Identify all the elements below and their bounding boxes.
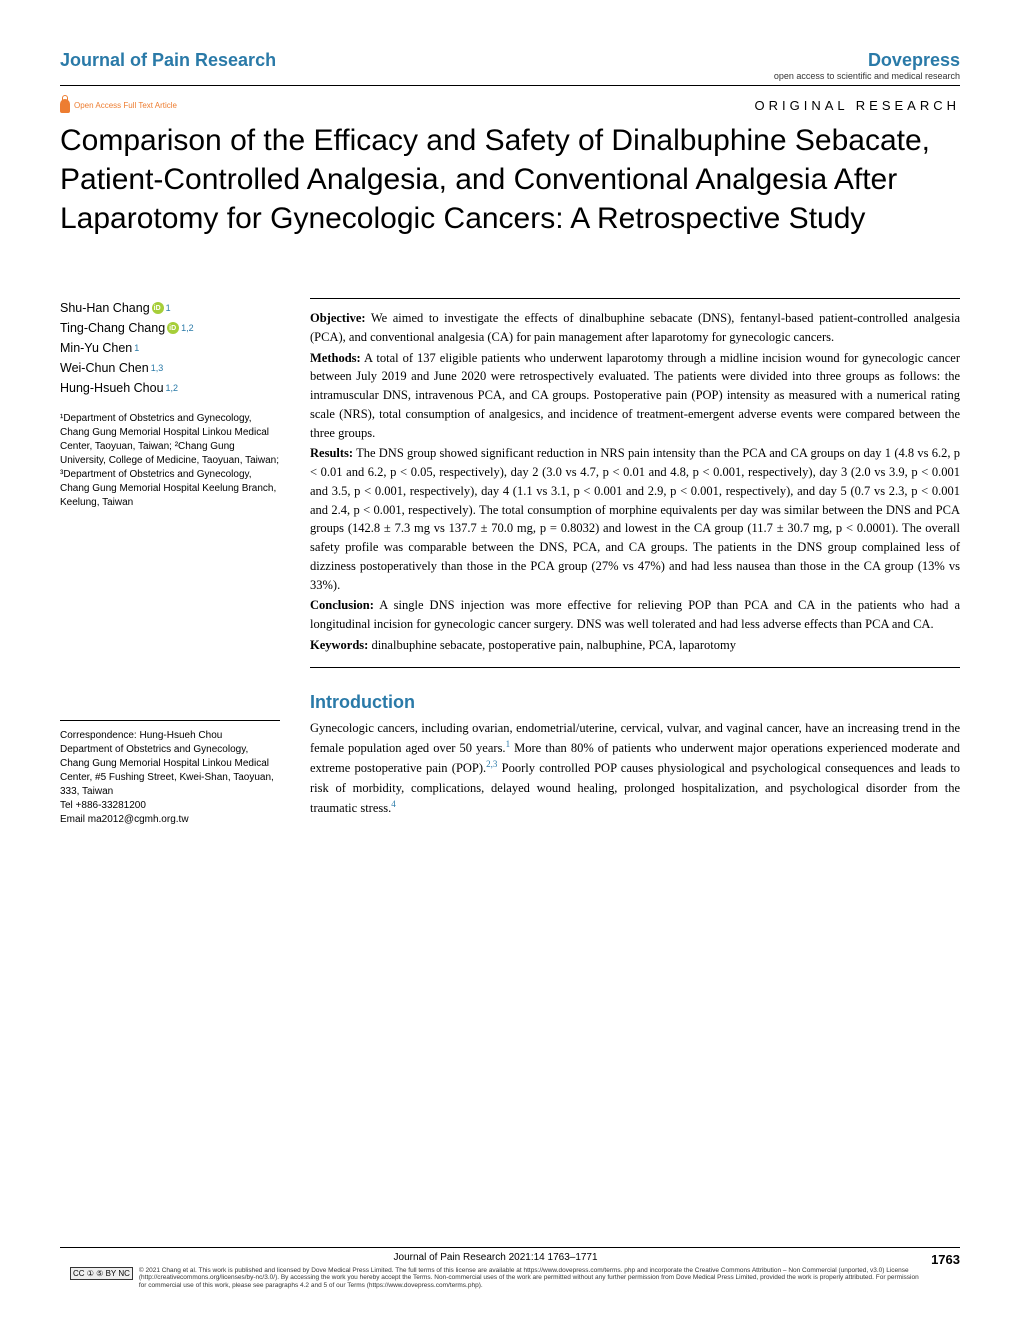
author-name: Ting-Chang Chang	[60, 318, 165, 338]
page-number: 1763	[931, 1252, 960, 1267]
affiliation-ref: 1,3	[151, 361, 164, 375]
affiliation-ref: 1	[134, 341, 139, 355]
orcid-icon	[167, 322, 179, 334]
publisher-name: Dovepress	[774, 50, 960, 71]
abstract-text: dinalbuphine sebacate, postoperative pai…	[368, 638, 736, 652]
open-access-label: Open Access Full Text Article	[74, 101, 177, 110]
author-name: Hung-Hsueh Chou	[60, 378, 164, 398]
intro-paragraph: Gynecologic cancers, including ovarian, …	[310, 719, 960, 819]
correspondence-address: Department of Obstetrics and Gynecology,…	[60, 743, 280, 799]
abstract-block: Objective: We aimed to investigate the e…	[310, 298, 960, 668]
abstract-text: We aimed to investigate the effects of d…	[310, 311, 960, 344]
correspondence-tel: Tel +886-33281200	[60, 799, 280, 813]
two-column-layout: Shu-Han Chang 1 Ting-Chang Chang 1,2 Min…	[60, 298, 960, 827]
affiliations: ¹Department of Obstetrics and Gynecology…	[60, 412, 280, 510]
open-access-icon	[60, 99, 70, 113]
author-list: Shu-Han Chang 1 Ting-Chang Chang 1,2 Min…	[60, 298, 280, 398]
author-name: Wei-Chun Chen	[60, 358, 149, 378]
affiliation-ref: 1,2	[166, 381, 179, 395]
author: Shu-Han Chang 1	[60, 298, 280, 318]
author-name: Min-Yu Chen	[60, 338, 132, 358]
journal-name: Journal of Pain Research	[60, 50, 276, 71]
abstract-keywords: Keywords: dinalbuphine sebacate, postope…	[310, 636, 960, 655]
footer-center: Journal of Pain Research 2021:14 1763–17…	[60, 1252, 931, 1290]
publisher-tagline: open access to scientific and medical re…	[774, 71, 960, 81]
author: Ting-Chang Chang 1,2	[60, 318, 280, 338]
article-title: Comparison of the Efficacy and Safety of…	[60, 121, 960, 238]
abstract-label: Methods:	[310, 351, 361, 365]
affiliation-ref: 1	[166, 301, 171, 315]
orcid-icon	[152, 302, 164, 314]
abstract-text: The DNS group showed significant reducti…	[310, 446, 960, 591]
publisher-block: Dovepress open access to scientific and …	[774, 50, 960, 81]
right-column: Objective: We aimed to investigate the e…	[310, 298, 960, 827]
correspondence-block: Correspondence: Hung-Hsueh Chou Departme…	[60, 720, 280, 827]
abstract-label: Objective:	[310, 311, 366, 325]
abstract-objective: Objective: We aimed to investigate the e…	[310, 309, 960, 347]
author: Min-Yu Chen 1	[60, 338, 280, 358]
license-block: CC ① ⑤ BY NC © 2021 Chang et al. This wo…	[70, 1267, 921, 1290]
author: Wei-Chun Chen 1,3	[60, 358, 280, 378]
footer-citation: Journal of Pain Research 2021:14 1763–17…	[70, 1252, 921, 1263]
correspondence-label: Correspondence: Hung-Hsueh Chou	[60, 729, 280, 743]
abstract-label: Conclusion:	[310, 598, 374, 612]
open-access-badge: Open Access Full Text Article	[60, 99, 177, 113]
reference-sup: 4	[391, 799, 396, 809]
reference-sup: 2,3	[486, 759, 497, 769]
author: Hung-Hsueh Chou 1,2	[60, 378, 280, 398]
cc-badge-icon: CC ① ⑤ BY NC	[70, 1267, 133, 1280]
abstract-label: Results:	[310, 446, 353, 460]
author-name: Shu-Han Chang	[60, 298, 150, 318]
affiliation-ref: 1,2	[181, 321, 194, 335]
subheader-row: Open Access Full Text Article ORIGINAL R…	[60, 98, 960, 113]
abstract-label: Keywords:	[310, 638, 368, 652]
page-footer: Journal of Pain Research 2021:14 1763–17…	[60, 1247, 960, 1290]
license-text: © 2021 Chang et al. This work is publish…	[139, 1267, 921, 1290]
section-heading: Introduction	[310, 692, 960, 713]
abstract-methods: Methods: A total of 137 eligible patient…	[310, 349, 960, 443]
abstract-conclusion: Conclusion: A single DNS injection was m…	[310, 596, 960, 634]
correspondence-email: Email ma2012@cgmh.org.tw	[60, 813, 280, 827]
article-type: ORIGINAL RESEARCH	[755, 98, 961, 113]
abstract-text: A single DNS injection was more effectiv…	[310, 598, 960, 631]
left-column: Shu-Han Chang 1 Ting-Chang Chang 1,2 Min…	[60, 298, 280, 827]
abstract-text: A total of 137 eligible patients who und…	[310, 351, 960, 440]
abstract-results: Results: The DNS group showed significan…	[310, 444, 960, 594]
header-row: Journal of Pain Research Dovepress open …	[60, 50, 960, 86]
